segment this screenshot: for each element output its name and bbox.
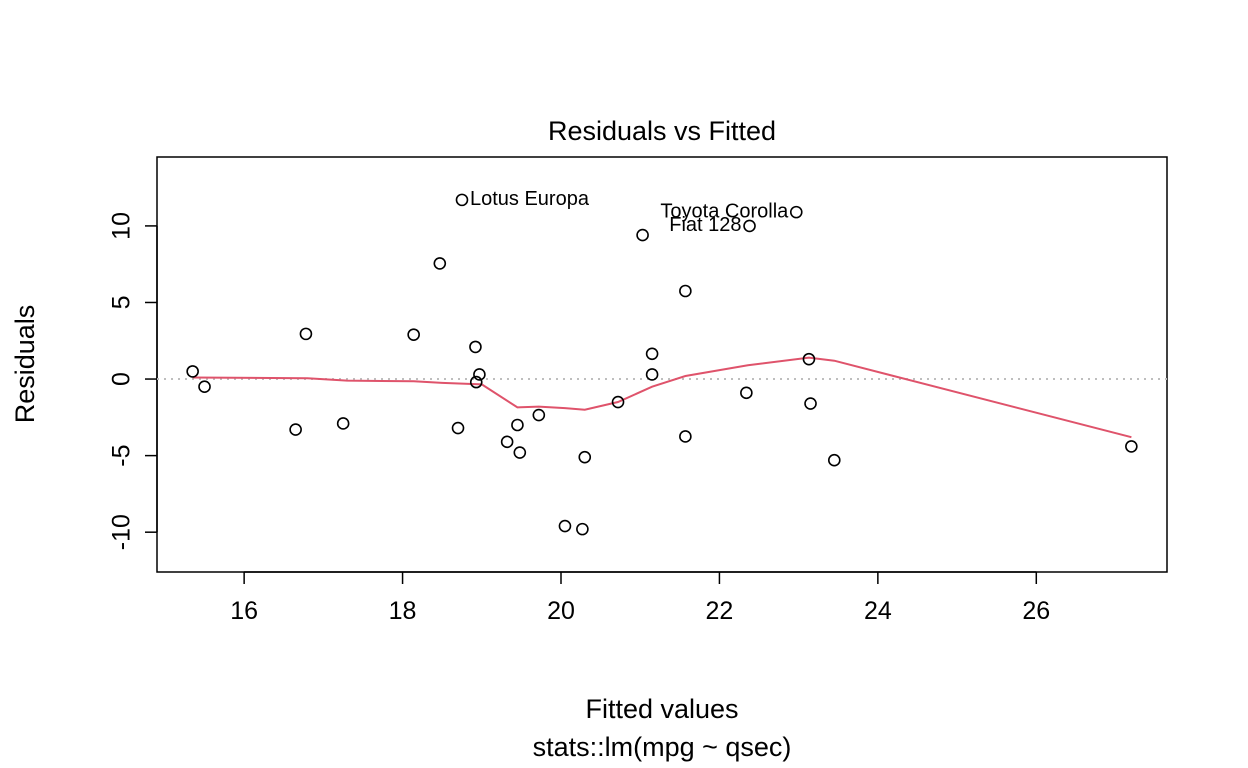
- data-point: [513, 446, 527, 459]
- point-label: Lotus Europa: [470, 188, 590, 210]
- data-point: [578, 450, 592, 464]
- data-point: [576, 522, 589, 536]
- data-point: [511, 418, 524, 432]
- data-point: [611, 395, 625, 409]
- y-tick-label: 10: [108, 212, 136, 240]
- data-point: [789, 205, 803, 219]
- data-point: [186, 365, 199, 378]
- x-tick-label: 22: [706, 597, 734, 625]
- data-point: [336, 417, 350, 430]
- y-tick-label: 5: [108, 296, 136, 310]
- x-tick-label: 16: [230, 597, 258, 625]
- data-point: [558, 519, 572, 533]
- data-point: [679, 284, 692, 298]
- point-label: Toyota Corolla: [660, 200, 789, 222]
- x-tick-label: 20: [547, 597, 575, 625]
- plot-frame: [156, 156, 1168, 573]
- points-group: [186, 193, 1138, 536]
- y-tick-label: -10: [108, 514, 136, 550]
- data-point: [645, 368, 659, 381]
- data-point: [740, 386, 753, 400]
- data-point: [451, 421, 465, 435]
- data-point: [433, 257, 447, 270]
- data-point: [469, 375, 483, 389]
- data-point: [1125, 440, 1138, 453]
- smoother-line: [192, 356, 1132, 439]
- y-axis-title: Residuals: [10, 305, 40, 424]
- data-point: [455, 193, 469, 207]
- data-point: [802, 352, 816, 366]
- x-tick-label: 24: [864, 597, 892, 625]
- data-point: [645, 347, 659, 361]
- data-point: [407, 328, 420, 341]
- data-point: [500, 435, 514, 449]
- data-point: [804, 397, 817, 410]
- data-point: [473, 368, 486, 381]
- x-tick-label: 26: [1022, 597, 1050, 625]
- axes: 16 18 20 22 24 26 -10 -5 0 5 10: [108, 212, 1051, 625]
- point-label: Fiat 128: [669, 214, 741, 236]
- x-tick-label: 18: [389, 597, 417, 625]
- chart-subtitle: stats::lm(mpg ~ qsec): [533, 732, 792, 762]
- data-point: [299, 327, 313, 341]
- data-point: [679, 430, 692, 443]
- smoother-group: [192, 356, 1132, 439]
- x-axis-title: Fitted values: [585, 694, 738, 724]
- data-point: [289, 423, 302, 436]
- chart-title: Residuals vs Fitted: [548, 116, 776, 146]
- data-point: [198, 380, 211, 394]
- data-point: [743, 219, 756, 233]
- data-point: [469, 340, 482, 354]
- y-tick-label: -5: [108, 444, 136, 466]
- data-point: [532, 408, 546, 422]
- data-point: [636, 228, 649, 242]
- y-tick-label: 0: [108, 372, 136, 386]
- data-point: [827, 453, 841, 467]
